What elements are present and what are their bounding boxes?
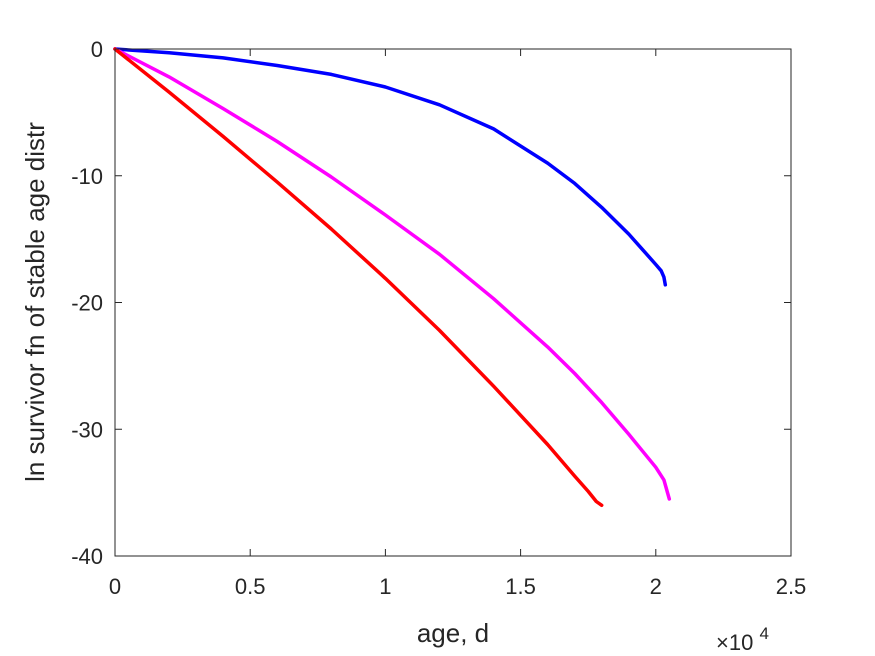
y-tick-label: -10 [71, 164, 103, 189]
x-tick-labels: 0 0.5 1 1.5 2 2.5 [109, 574, 806, 599]
y-tick-label: -40 [71, 544, 103, 569]
series-line-1 [113, 47, 668, 287]
x-tick-label: 2.5 [776, 574, 807, 599]
series-line-2 [113, 47, 672, 501]
y-axis-label: ln survivor fn of stable age distr [20, 122, 50, 482]
y-tick-label: -30 [71, 417, 103, 442]
y-tick-label: -20 [71, 291, 103, 316]
x-tick-label: 1 [379, 574, 391, 599]
plot-frame [114, 48, 792, 557]
x-tick-label: 1.5 [505, 574, 536, 599]
x-multiplier: ×10 4 [716, 624, 769, 655]
y-tick-label: 0 [91, 37, 103, 62]
plot-area [115, 49, 791, 556]
series-layer [113, 47, 672, 508]
y-tick-labels: 0 -10 -20 -30 -40 [71, 37, 103, 569]
x-multiplier-exponent: 4 [759, 624, 768, 643]
x-tick-label: 0.5 [235, 574, 266, 599]
x-axis-label: age, d [417, 618, 489, 648]
x-tick-label: 2 [650, 574, 662, 599]
series-line-3 [113, 47, 604, 508]
x-multiplier-base: ×10 [716, 630, 753, 655]
x-tick-label: 0 [109, 574, 121, 599]
